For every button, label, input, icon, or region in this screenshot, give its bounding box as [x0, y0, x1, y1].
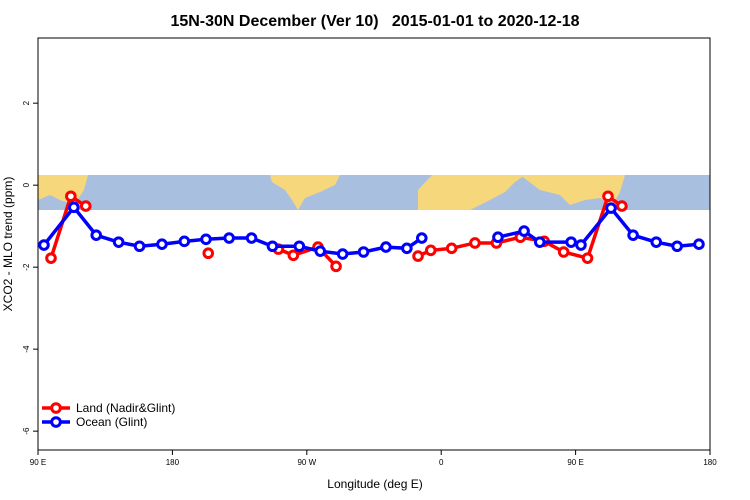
- data-point: [401, 242, 413, 255]
- data-point: [602, 190, 614, 203]
- data-point: [266, 240, 279, 253]
- data-point: [314, 245, 327, 257]
- data-point: [336, 248, 349, 260]
- data-point: [202, 247, 215, 260]
- data-point: [90, 229, 103, 241]
- data-point: [133, 240, 146, 253]
- legend-marker: [50, 402, 62, 414]
- data-point: [650, 236, 663, 248]
- legend-marker: [50, 416, 62, 428]
- data-point: [616, 200, 628, 212]
- data-point: [492, 231, 504, 244]
- series-line: [497, 205, 700, 249]
- y-axis-label: XCO2 - MLO trend (ppm): [1, 177, 15, 312]
- data-point: [671, 240, 683, 253]
- data-point: [65, 190, 77, 203]
- y-tick-label: 2: [22, 100, 31, 105]
- data-point: [380, 241, 392, 253]
- data-point: [565, 236, 577, 248]
- legend: Land (Nadir&Glint)Ocean (Glint): [42, 401, 175, 429]
- x-tick-label: 90 E: [567, 458, 583, 467]
- data-point: [518, 225, 530, 237]
- data-point: [38, 239, 50, 251]
- map-band: [38, 175, 710, 210]
- data-point: [287, 249, 300, 262]
- data-point: [68, 201, 80, 214]
- y-tick-label: -6: [22, 427, 31, 435]
- y-tick-label: -2: [22, 263, 31, 271]
- x-tick-label: 180: [166, 458, 180, 467]
- data-point: [156, 238, 168, 251]
- data-point: [575, 239, 587, 251]
- data-point: [223, 232, 235, 244]
- data-point: [469, 237, 481, 249]
- x-tick-label: 90 W: [297, 458, 316, 467]
- data-point: [79, 200, 92, 212]
- y-tick-label: -4: [22, 345, 31, 353]
- data-point: [357, 246, 370, 258]
- data-point: [293, 240, 306, 253]
- data-point: [693, 238, 705, 251]
- data-point: [412, 250, 424, 262]
- series-line: [277, 245, 338, 268]
- data-point: [200, 233, 212, 246]
- data-point: [557, 246, 570, 258]
- data-point: [445, 242, 458, 255]
- x-tick-label: 180: [703, 458, 717, 467]
- chart-title: 15N-30N December (Ver 10) 2015-01-01 to …: [170, 13, 579, 30]
- y-tick-label: 0: [22, 182, 31, 187]
- legend-label: Ocean (Glint): [76, 415, 147, 429]
- data-point: [605, 202, 617, 214]
- legend-label: Land (Nadir&Glint): [76, 401, 175, 415]
- data-point: [245, 232, 258, 244]
- x-tick-label: 0: [439, 458, 444, 467]
- data-point: [424, 244, 437, 257]
- data-point: [415, 232, 428, 244]
- data-point: [45, 252, 57, 264]
- data-point: [112, 236, 125, 248]
- x-tick-label: 90 E: [30, 458, 46, 467]
- data-point: [627, 229, 639, 241]
- data-point: [581, 252, 594, 264]
- data-point: [533, 236, 546, 248]
- data-point: [330, 260, 342, 273]
- x-axis-label: Longitude (deg E): [327, 477, 422, 491]
- data-point: [178, 235, 191, 248]
- plot-frame: [37, 37, 711, 451]
